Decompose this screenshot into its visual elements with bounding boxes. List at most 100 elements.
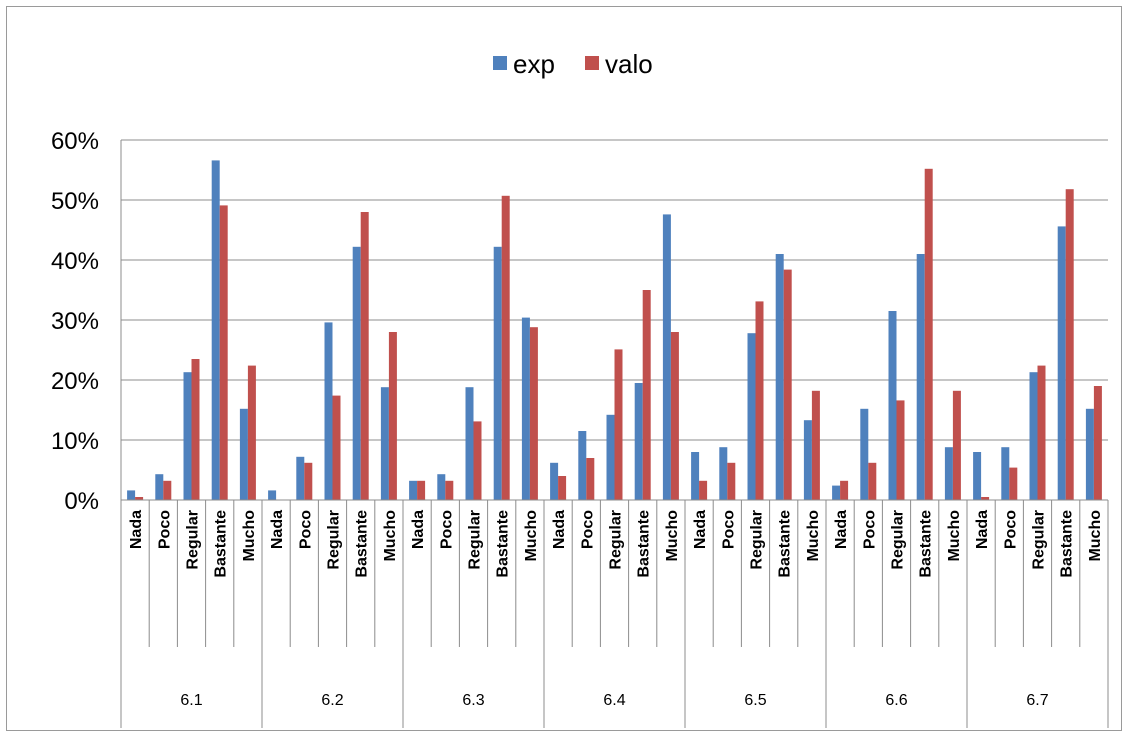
bar-exp [239, 408, 248, 500]
category-label: Nada [410, 510, 427, 549]
bar-exp [1085, 408, 1094, 500]
bar-exp [634, 383, 643, 500]
group-label: 6.1 [180, 692, 202, 709]
bar-valo [727, 462, 736, 500]
bar-valo [1009, 467, 1018, 500]
category-label: Regular [467, 510, 484, 570]
bars [127, 160, 1102, 501]
bar-exp [296, 456, 305, 500]
bar-exp [832, 485, 841, 500]
category-label: Mucho [523, 510, 540, 562]
chart-frame: 0% 10% 20% 30% 40% 50% 60% Nada Poco Regular Bast… [6, 6, 1122, 731]
category-label: Bastante [636, 510, 653, 578]
y-tick-label: 40% [51, 248, 99, 275]
bar-valo [332, 395, 341, 500]
bar-exp [211, 160, 220, 500]
bar-valo [981, 497, 990, 500]
category-label: Bastante [495, 510, 512, 578]
bar-valo [445, 480, 454, 500]
category-label: Regular [608, 510, 625, 570]
category-label: Bastante [354, 510, 371, 578]
legend-label-exp: exp [513, 49, 555, 79]
legend-swatch-exp [493, 56, 507, 70]
category-label: Mucho [1087, 510, 1104, 562]
y-tick-label: 20% [51, 368, 99, 395]
bar-exp [465, 387, 474, 500]
bar-valo [191, 359, 200, 500]
bar-exp [268, 490, 277, 500]
category-label: Bastante [213, 510, 230, 578]
bar-exp [1001, 447, 1010, 500]
bar-valo [360, 212, 369, 500]
bar-valo [247, 365, 256, 500]
bar-valo [840, 480, 849, 500]
bar-exp [183, 372, 192, 500]
bar-exp [916, 254, 925, 500]
legend: exp valo [493, 49, 653, 79]
group-label: 6.4 [603, 692, 625, 709]
bar-exp [409, 480, 418, 500]
bar-exp [803, 420, 812, 500]
y-tick-label: 10% [51, 428, 99, 455]
category-label: Bastante [1059, 510, 1076, 578]
bar-valo [614, 349, 623, 500]
category-label: Poco [861, 510, 878, 549]
bar-valo [304, 462, 313, 500]
x-axis: Nada Poco Regular Bastante Mucho 6.1 Nada Poco R… [120, 499, 1109, 728]
category-label: Regular [185, 510, 202, 570]
category-label: Mucho [664, 510, 681, 562]
bar-valo [586, 458, 595, 500]
bar-valo [558, 476, 567, 500]
bar-valo [1093, 386, 1102, 500]
bar-valo [896, 400, 905, 500]
bar-exp [775, 254, 784, 500]
bar-exp [578, 431, 587, 500]
category-label: Poco [156, 510, 173, 549]
bar-exp [380, 387, 389, 500]
bar-valo [868, 462, 877, 500]
y-tick-label: 60% [51, 128, 99, 155]
group-label: 6.3 [462, 692, 484, 709]
group-label: 6.6 [885, 692, 907, 709]
bar-valo [219, 205, 228, 500]
y-tick-label: 0% [64, 488, 99, 515]
bar-valo [417, 480, 426, 500]
group-label: 6.7 [1026, 692, 1048, 709]
bar-exp [521, 317, 530, 500]
bar-exp [550, 462, 559, 500]
bar-exp [747, 333, 756, 500]
category-label: Regular [1031, 510, 1048, 570]
y-tick-label: 50% [51, 188, 99, 215]
bar-valo [473, 421, 482, 500]
bar-valo [1065, 189, 1074, 500]
bar-chart: 0% 10% 20% 30% 40% 50% 60% Nada Poco Regular Bast… [51, 49, 1109, 728]
category-label: Poco [297, 510, 314, 549]
bar-valo [163, 480, 172, 500]
bar-exp [606, 414, 615, 500]
bar-exp [324, 322, 333, 500]
category-label: Regular [749, 510, 766, 570]
y-tick-label: 30% [51, 308, 99, 335]
bar-valo [529, 327, 538, 500]
bar-exp [888, 311, 897, 500]
category-label: Nada [128, 510, 145, 549]
bar-exp [662, 214, 671, 500]
bar-valo [952, 390, 961, 500]
category-label: Poco [579, 510, 596, 549]
bar-valo [783, 269, 792, 500]
bar-valo [388, 332, 397, 500]
bar-exp [691, 452, 700, 500]
bar-exp [944, 447, 953, 500]
bar-exp [719, 447, 728, 500]
category-label: Nada [692, 510, 709, 549]
bar-valo [755, 301, 764, 500]
category-label: Nada [551, 510, 568, 549]
legend-label-valo: valo [605, 49, 653, 79]
bar-exp [352, 246, 361, 500]
bar-valo [924, 168, 933, 501]
category-label: Poco [1002, 510, 1019, 549]
category-label: Poco [438, 510, 455, 549]
category-label: Regular [890, 510, 907, 570]
bar-exp [860, 408, 869, 500]
bar-exp [127, 490, 136, 500]
